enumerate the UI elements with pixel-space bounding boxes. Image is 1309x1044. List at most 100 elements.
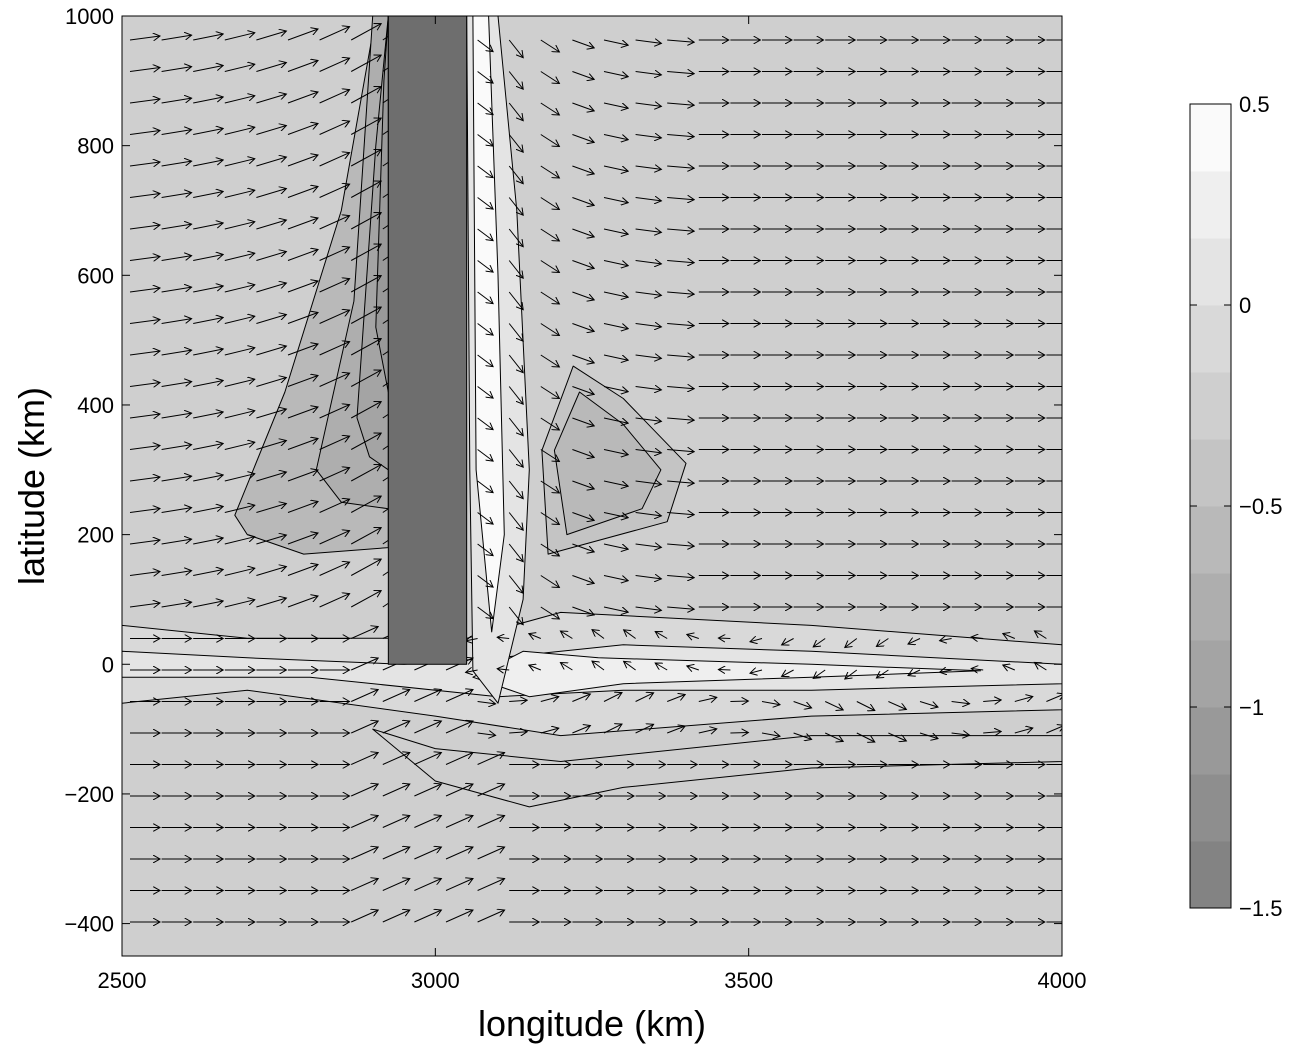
quiver-arrow	[445, 784, 473, 797]
quiver-arrow	[129, 257, 160, 261]
quiver-arrow	[287, 439, 318, 450]
y-tick-label: 1000	[65, 4, 114, 29]
quiver-arrow	[667, 450, 694, 452]
quiver-arrow	[888, 732, 906, 741]
quiver-arrow	[951, 733, 970, 735]
quiver-arrow	[445, 690, 473, 702]
y-tick-label: 800	[77, 134, 114, 159]
quiver-arrow	[730, 733, 748, 734]
quiver-arrow	[256, 31, 286, 41]
quiver-arrow	[161, 571, 192, 576]
quiver-arrow	[718, 638, 731, 639]
quiver-arrow	[477, 165, 494, 178]
quiver-arrow	[1014, 697, 1033, 702]
quiver-arrow	[287, 313, 318, 324]
quiver-arrow	[414, 847, 441, 860]
quiver-arrow	[161, 445, 192, 450]
quiver-arrow	[560, 663, 573, 671]
quiver-arrow	[603, 386, 628, 392]
quiver-arrow	[603, 543, 628, 549]
quiver-arrow	[477, 417, 494, 430]
quiver-arrow	[287, 407, 318, 419]
quiver-arrow	[224, 474, 255, 482]
quiver-arrow	[287, 281, 318, 293]
y-tick-label: −400	[64, 912, 114, 937]
quiver-arrow	[572, 39, 594, 48]
quiver-arrow	[667, 261, 694, 263]
quiver-arrow	[572, 260, 594, 269]
quiver-arrow	[350, 118, 381, 135]
quiver-arrow	[856, 701, 875, 711]
quiver-arrow	[603, 323, 628, 329]
quiver-arrow	[319, 468, 350, 482]
quiver-arrow	[572, 102, 594, 111]
quiver-arrow	[635, 324, 662, 327]
quiver-arrow	[319, 594, 350, 608]
quiver-arrow	[635, 103, 662, 106]
quiver-arrow	[508, 260, 523, 279]
quiver-arrow	[256, 346, 286, 356]
quiver-arrow	[224, 379, 255, 387]
quiver-arrow	[350, 181, 381, 198]
x-tick-label: 4000	[1038, 968, 1087, 993]
quiver-arrow	[287, 470, 318, 482]
quiver-arrow	[287, 29, 318, 41]
quiver-arrow	[256, 567, 286, 576]
quiver-arrow	[540, 449, 560, 462]
quiver-arrow	[667, 418, 694, 420]
colorbar-swatch	[1190, 238, 1231, 306]
quiver-arrow	[687, 666, 699, 670]
quiver-arrow	[540, 291, 560, 304]
quiver-arrow	[350, 784, 378, 797]
quiver-arrow	[603, 480, 628, 486]
quiver-arrow	[635, 418, 662, 421]
plot-frame	[121, 15, 1063, 957]
colorbar-swatch	[1190, 104, 1231, 172]
quiver-arrow	[540, 260, 560, 273]
quiver-arrow	[509, 700, 527, 701]
quiver-arrow	[382, 784, 410, 797]
quiver-arrow	[655, 632, 668, 639]
quiver-arrow	[350, 847, 378, 860]
quiver-arrow	[540, 480, 560, 493]
quiver-arrow	[497, 637, 510, 638]
quiver-arrow	[350, 753, 378, 765]
quiver-arrow	[129, 603, 160, 607]
obstacle-block	[387, 15, 468, 665]
quiver-arrow	[603, 449, 628, 455]
quiver-arrow	[1046, 725, 1062, 734]
quiver-arrow	[667, 135, 694, 137]
quiver-arrow	[572, 575, 594, 584]
quiver-arrow	[414, 721, 441, 734]
quiver-arrow	[256, 535, 286, 545]
quiver-arrow	[224, 442, 255, 450]
quiver-arrow	[256, 157, 286, 167]
quiver-arrow	[635, 513, 662, 516]
quiver-arrow	[667, 72, 694, 74]
colorbar-swatch	[1190, 707, 1231, 775]
quiver-arrow	[350, 721, 378, 734]
quiver-arrow	[287, 250, 318, 261]
quiver-arrow	[193, 160, 223, 167]
quiver-arrow	[319, 153, 350, 167]
quiver-arrow	[477, 134, 494, 147]
quiver-arrow	[350, 24, 381, 41]
quiver-arrow	[350, 816, 378, 828]
quiver-arrow	[540, 606, 560, 619]
quiver-arrow	[603, 134, 628, 140]
quiver-arrow	[477, 480, 494, 493]
quiver-arrow	[129, 320, 160, 324]
quiver-arrow	[350, 627, 378, 639]
colorbar-tick-label: −1	[1239, 695, 1264, 720]
quiver-arrow	[1046, 694, 1062, 702]
colorbar-tick-label: 0.5	[1239, 92, 1270, 117]
quiver-arrow	[129, 68, 160, 72]
quiver-arrow	[256, 94, 286, 104]
quiver-arrow	[540, 728, 559, 733]
quiver-arrow	[1034, 631, 1047, 639]
quiver-arrow	[750, 670, 763, 673]
quiver-arrow	[256, 378, 286, 387]
quiver-arrow	[319, 279, 350, 293]
quiver-arrow	[224, 285, 255, 293]
quiver-arrow	[509, 732, 527, 733]
